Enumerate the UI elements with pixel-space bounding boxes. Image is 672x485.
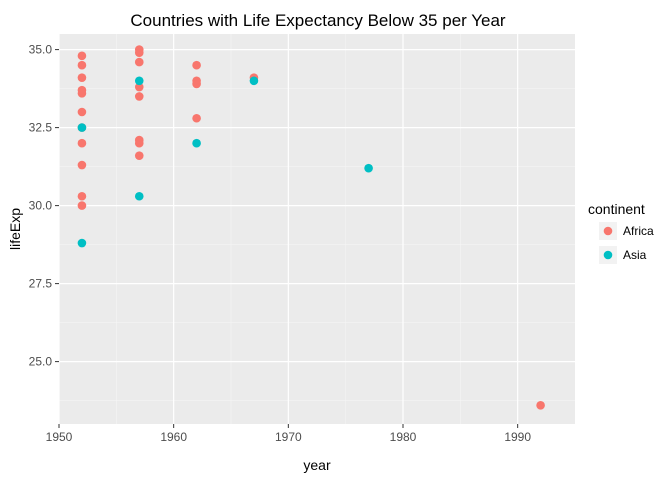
data-points — [77, 45, 545, 410]
data-point-asia — [192, 138, 201, 148]
y-tick-label: 27.5 — [29, 277, 53, 291]
data-point-asia — [77, 123, 87, 132]
data-point-africa — [77, 73, 87, 82]
legend-label-asia: Asia — [623, 248, 647, 262]
data-point-africa — [77, 138, 87, 148]
legend-marker-africa — [603, 226, 613, 236]
data-point-africa — [77, 51, 87, 61]
x-tick-label: 1990 — [504, 430, 531, 444]
data-point-asia — [77, 238, 87, 248]
data-point-africa — [134, 82, 144, 92]
data-point-africa — [134, 92, 144, 101]
data-point-africa — [192, 79, 201, 89]
x-tick-label: 1950 — [46, 430, 73, 444]
y-tick-label: 32.5 — [29, 121, 53, 135]
y-tick-label: 25.0 — [29, 355, 53, 369]
x-tick-label: 1970 — [275, 430, 302, 444]
x-tick-label: 1960 — [160, 430, 187, 444]
x-axis-label: year — [303, 457, 331, 473]
data-point-africa — [134, 138, 144, 148]
y-tick-label: 35.0 — [29, 43, 53, 57]
chart-title: Countries with Life Expectancy Below 35 … — [130, 11, 506, 30]
data-point-africa — [134, 57, 144, 67]
legend-title: continent — [588, 201, 645, 217]
legend-marker-asia — [603, 250, 613, 260]
data-point-asia — [134, 76, 144, 86]
data-point-africa — [134, 48, 144, 58]
data-point-africa — [536, 400, 545, 410]
y-tick-label: 30.0 — [29, 199, 53, 213]
y-axis-ticks: 25.0 27.5 30.0 32.5 35.0 — [29, 43, 59, 369]
data-point-asia — [249, 76, 259, 86]
data-point-asia — [134, 191, 144, 201]
legend: continent Africa Asia — [588, 201, 654, 264]
data-point-africa — [77, 60, 87, 70]
x-tick-label: 1980 — [390, 430, 417, 444]
data-point-africa — [192, 113, 201, 123]
data-point-africa — [192, 60, 201, 70]
data-point-africa — [77, 107, 87, 117]
plot-panel — [59, 34, 575, 424]
data-point-africa — [134, 151, 144, 160]
minor-gridlines — [59, 34, 575, 424]
legend-items: Africa Asia — [599, 222, 654, 264]
x-axis-ticks: 1950 1960 1970 1980 1990 — [46, 424, 531, 444]
data-point-africa — [77, 88, 87, 98]
data-point-asia — [364, 163, 373, 173]
major-gridlines — [58, 34, 575, 424]
legend-label-africa: Africa — [623, 224, 654, 238]
data-point-africa — [77, 201, 87, 210]
y-axis-label: lifeExp — [7, 208, 23, 250]
data-point-africa — [77, 191, 87, 201]
data-point-africa — [77, 160, 87, 170]
